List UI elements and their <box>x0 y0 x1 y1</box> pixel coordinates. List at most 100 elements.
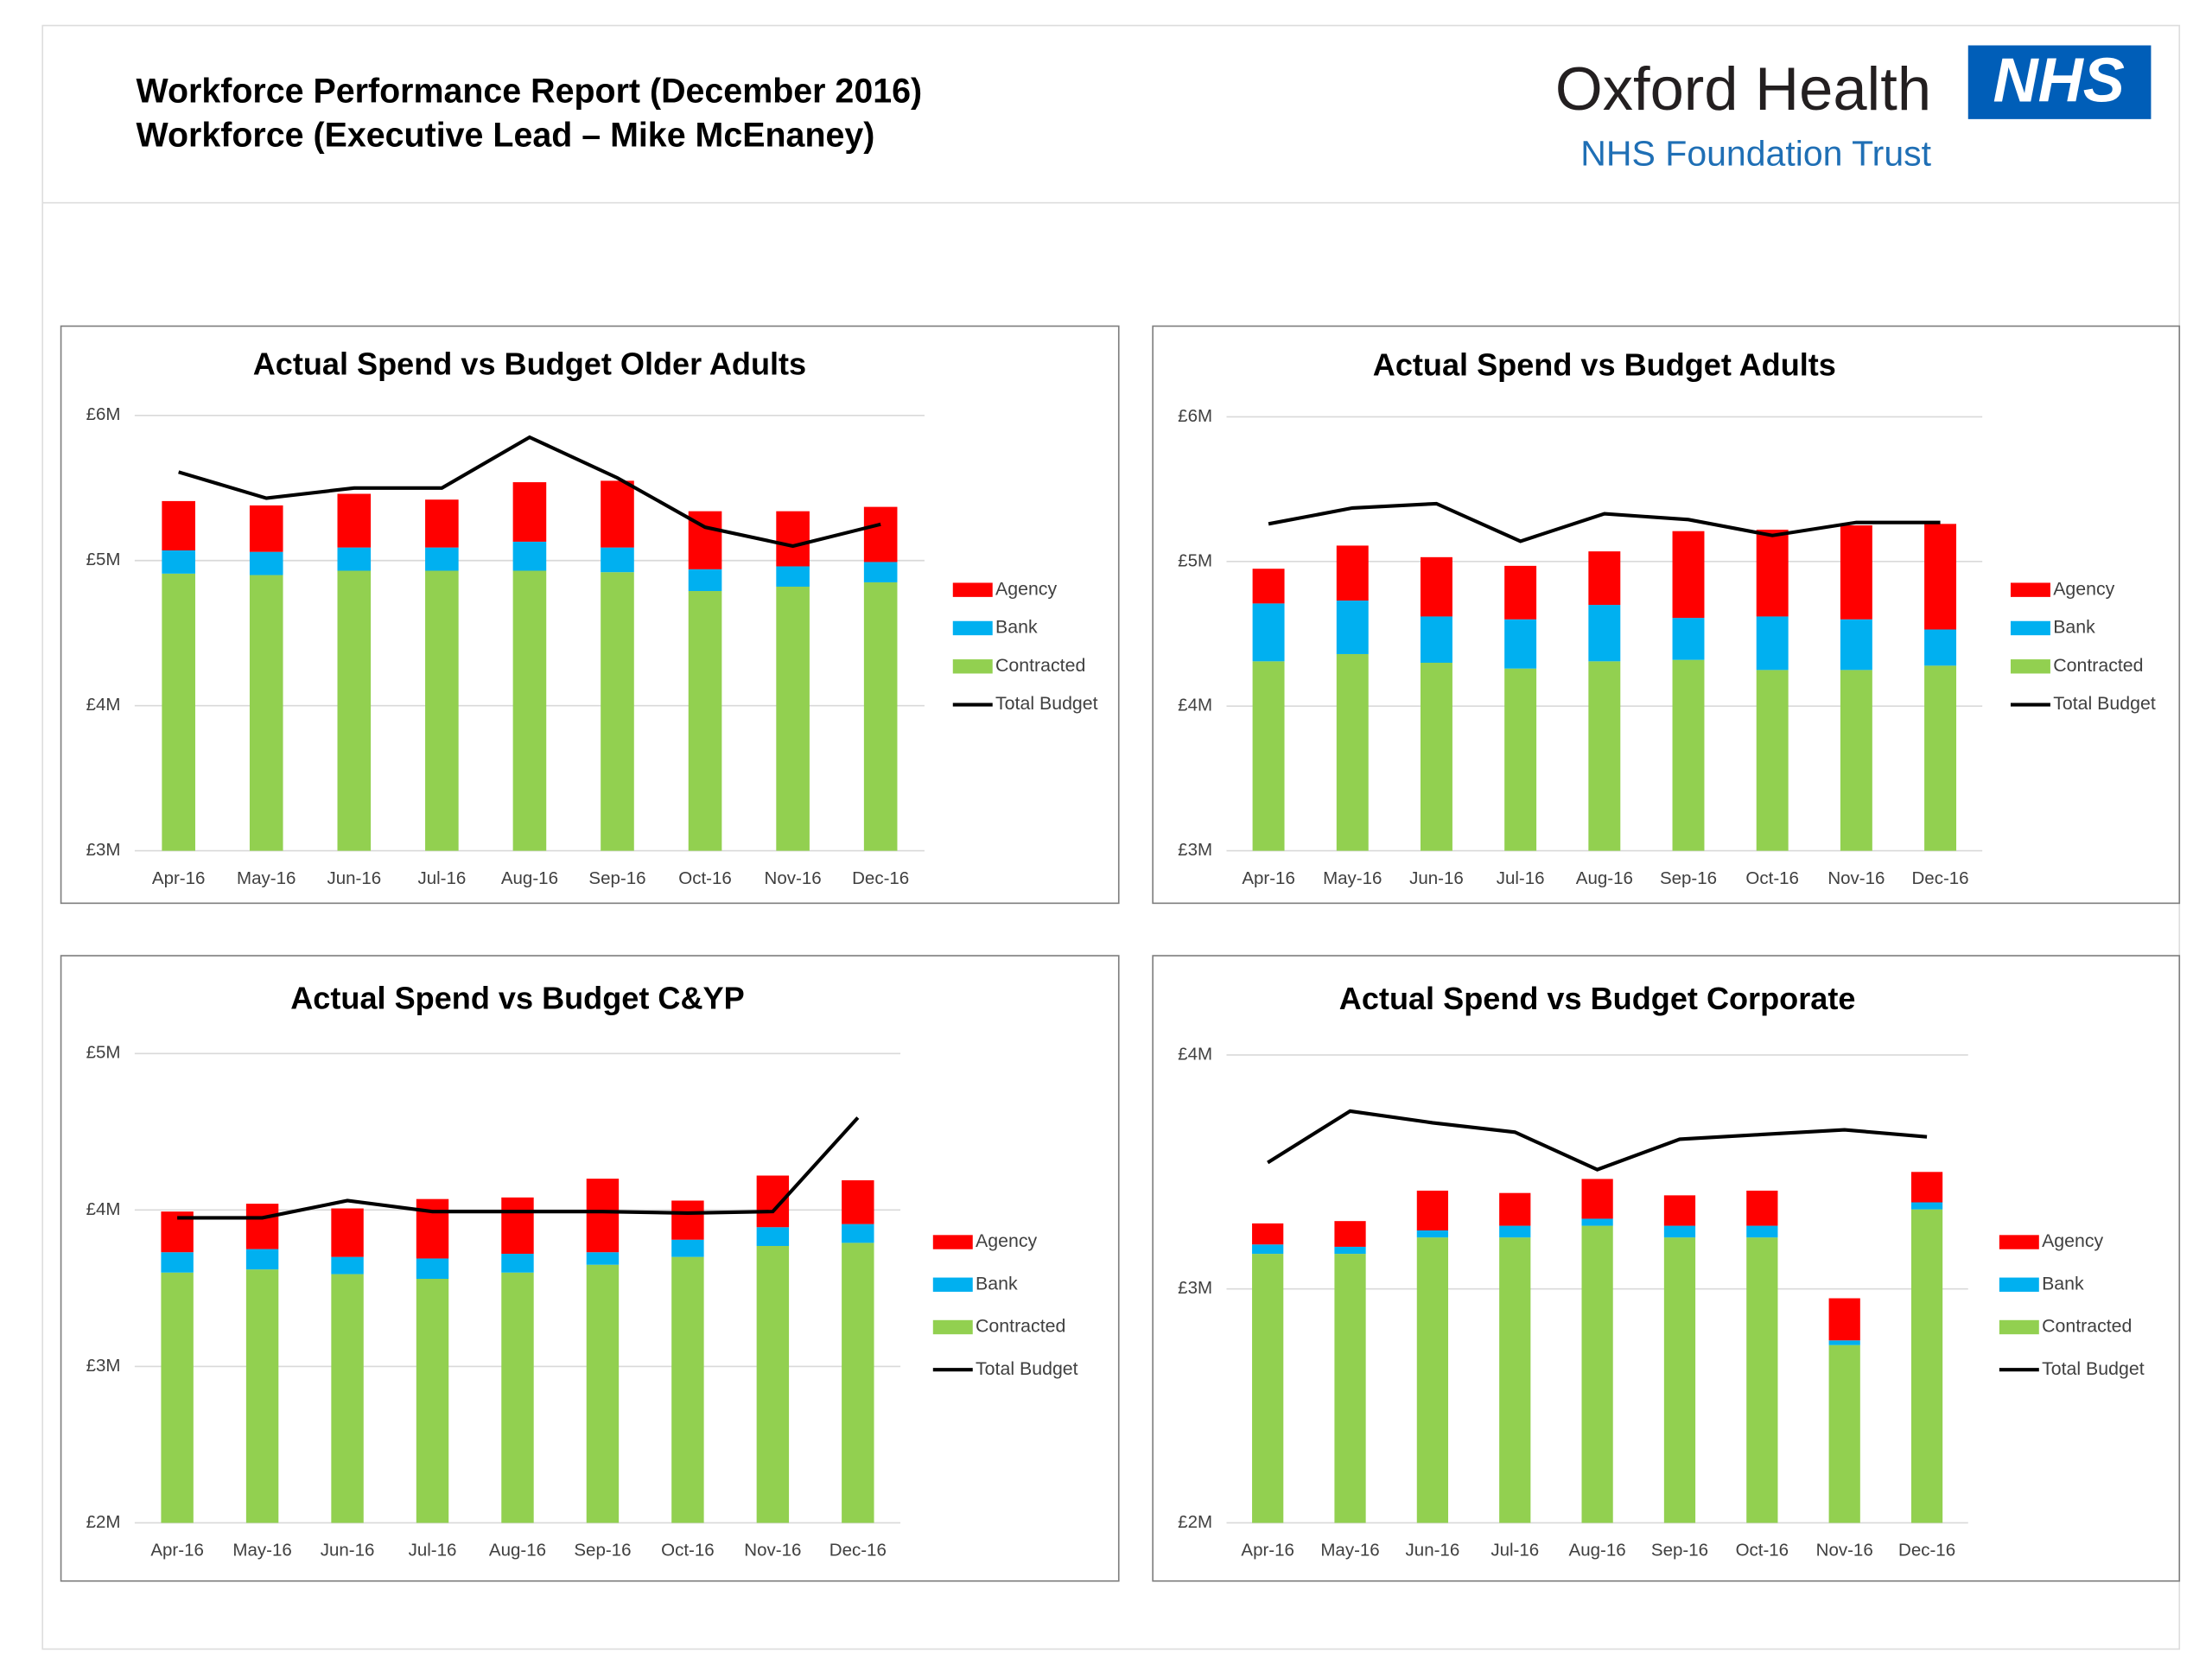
legend-swatch <box>1999 1319 2039 1335</box>
x-tick-label: May-16 <box>237 868 296 888</box>
bar-segment <box>688 569 722 592</box>
bar-segment <box>842 1243 874 1523</box>
x-tick-label: Aug-16 <box>489 1541 546 1560</box>
bar-segment <box>1840 525 1872 620</box>
bar-segment <box>245 1204 279 1249</box>
x-tick-label: Nov-16 <box>1816 1541 1873 1560</box>
bar-segment <box>842 1224 874 1243</box>
bar-segment <box>1828 1344 1860 1523</box>
legend-swatch <box>952 582 993 597</box>
report-subtitle: Workforce (Executive Lead – Mike McEnane… <box>137 117 875 155</box>
legend-label: Bank <box>976 1273 1018 1294</box>
bar-segment <box>586 1252 620 1265</box>
bar-segment <box>776 511 810 567</box>
x-tick-label: Nov-16 <box>765 868 822 888</box>
bar-segment <box>1840 670 1872 851</box>
bar-segment <box>1336 545 1369 601</box>
x-tick-label: Jul-16 <box>1497 868 1545 888</box>
bar-segment <box>1416 1230 1449 1238</box>
y-tick-label: £3M <box>1178 840 1212 860</box>
bar-segment <box>331 1208 364 1257</box>
y-tick-label: £6M <box>86 404 121 424</box>
y-tick-label: £5M <box>1178 550 1212 570</box>
bar-segment <box>512 541 547 571</box>
legend-label: Bank <box>2042 1273 2084 1294</box>
legend-swatch <box>952 620 993 636</box>
bar-segment <box>586 1179 620 1253</box>
bar-segment <box>1252 603 1285 662</box>
x-tick-label: Apr-16 <box>1242 868 1295 888</box>
bar-segment <box>1252 1223 1284 1245</box>
bar-segment <box>776 566 810 587</box>
report-title: Workforce Performance Report (December 2… <box>137 73 923 111</box>
bar-segment <box>1416 1237 1449 1523</box>
bar-segment <box>1252 1244 1284 1255</box>
legend-swatch <box>2010 582 2050 597</box>
y-tick-label: £4M <box>1178 696 1212 715</box>
bar-segment <box>671 1256 704 1523</box>
legend-label: Total Budget <box>976 1358 1078 1379</box>
bar-segment <box>416 1279 449 1523</box>
bar-segment <box>249 551 283 575</box>
x-tick-label: Sep-16 <box>574 1541 631 1560</box>
bar-segment <box>1910 1202 1943 1210</box>
y-tick-label: £2M <box>1178 1512 1212 1532</box>
legend-label: Total Budget <box>2053 693 2156 714</box>
bar-segment <box>501 1254 534 1273</box>
bar-segment <box>1746 1237 1778 1523</box>
bar-segment <box>416 1258 449 1280</box>
x-tick-label: Jun-16 <box>1409 868 1464 888</box>
legend-label: Total Budget <box>2042 1358 2145 1379</box>
bar-segment <box>1499 1192 1531 1226</box>
bar-segment <box>1252 569 1285 604</box>
bar-segment <box>842 1179 874 1224</box>
bar-segment <box>337 570 372 851</box>
x-tick-label: Apr-16 <box>152 868 206 888</box>
bar-segment <box>1910 1209 1943 1523</box>
x-tick-label: Jun-16 <box>1406 1541 1460 1560</box>
bar-segment <box>416 1198 449 1259</box>
x-tick-label: May-16 <box>232 1541 291 1560</box>
legend-swatch <box>932 1277 973 1292</box>
bar-segment <box>1756 670 1789 851</box>
legend-label: Contracted <box>976 1316 1065 1337</box>
chart-panel <box>1152 325 2181 905</box>
bar-segment <box>512 570 547 851</box>
y-tick-label: £6M <box>1178 406 1212 426</box>
bar-segment <box>1420 556 1452 617</box>
bar-segment <box>1663 1237 1696 1523</box>
legend-label: Agency <box>995 578 1057 599</box>
x-tick-label: Sep-16 <box>1660 868 1717 888</box>
bar-segment <box>1828 1340 1860 1345</box>
bar-segment <box>162 550 195 574</box>
legend-label: Contracted <box>2053 655 2143 676</box>
x-tick-label: Nov-16 <box>744 1541 801 1560</box>
bar-segment <box>601 572 634 851</box>
budget-line <box>1267 1109 1928 1172</box>
bar-segment <box>1746 1225 1778 1238</box>
bar-segment <box>425 499 459 548</box>
bar-segment <box>245 1269 279 1523</box>
logo-subtitle: NHS Foundation Trust <box>1580 133 1931 173</box>
bar-segment <box>1499 1225 1531 1238</box>
bar-segment <box>337 493 372 548</box>
bar-segment <box>1672 531 1705 619</box>
bar-segment <box>162 500 195 550</box>
y-tick-label: £4M <box>1178 1044 1212 1064</box>
x-tick-label: Jun-16 <box>321 1541 375 1560</box>
x-tick-label: Oct-16 <box>661 1541 715 1560</box>
bar-segment <box>1756 530 1789 617</box>
bar-segment <box>1420 616 1452 664</box>
bar-segment <box>1756 616 1789 671</box>
bar-segment <box>688 591 722 851</box>
bar-segment <box>501 1197 534 1255</box>
bar-segment <box>1840 619 1872 671</box>
x-tick-label: Jul-16 <box>417 868 466 888</box>
bar-segment <box>1663 1225 1696 1238</box>
x-tick-label: Jul-16 <box>1491 1541 1539 1560</box>
bar-segment <box>586 1264 620 1523</box>
bar-segment <box>512 482 547 542</box>
bar-segment <box>337 547 372 571</box>
chart-title: Actual Spend vs Budget C&YP <box>290 980 744 1015</box>
bar-segment <box>1252 661 1285 851</box>
